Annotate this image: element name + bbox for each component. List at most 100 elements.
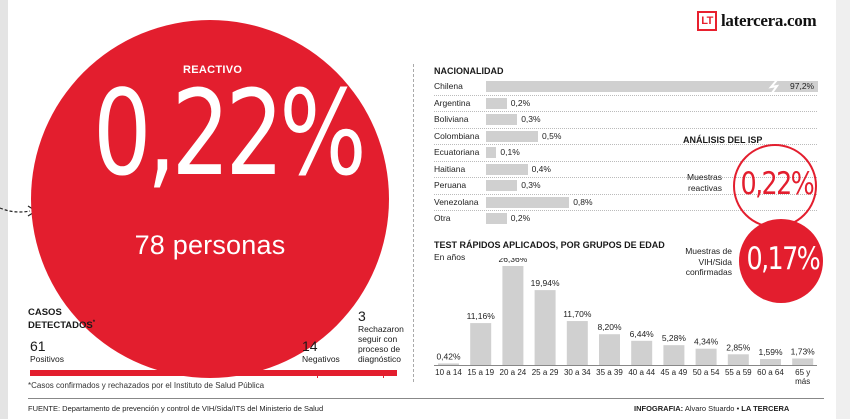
nat-value: 97,2% — [790, 81, 815, 91]
age-tick-label: 20 a 24 — [500, 368, 527, 377]
stat-num: 14 — [302, 338, 318, 354]
bar-divider — [383, 370, 384, 378]
credit-label: INFOGRAFIA: — [634, 404, 684, 413]
age-bar-label: 1,59% — [758, 347, 783, 357]
age-chart-title: TEST RÁPIDOS APLICADOS, POR GRUPOS DE ED… — [434, 240, 665, 250]
nat-separator — [434, 210, 817, 211]
nat-value: 0,5% — [542, 130, 562, 141]
age-bar-label: 5,28% — [662, 333, 687, 343]
nat-bar — [486, 81, 818, 92]
stat-label-line: diagnóstico — [358, 354, 402, 364]
stat-label-line: Rechazaron — [358, 324, 404, 334]
nat-bar — [486, 130, 538, 142]
age-tick-label: 40 a 44 — [628, 368, 655, 377]
headline-people: 78 personas — [134, 230, 286, 260]
nat-separator — [434, 144, 817, 145]
age-tick-label: 55 a 59 — [725, 368, 752, 377]
age-tick-label: 35 a 39 — [596, 368, 623, 377]
nat-row: Haitiana 0,4% — [434, 163, 834, 176]
age-bar — [566, 321, 588, 365]
age-tick-label: más — [795, 377, 810, 386]
age-bar-label: 6,44% — [630, 329, 655, 339]
stat-label: Negativos — [302, 354, 340, 364]
left-edge — [0, 0, 8, 419]
isp-value-confirmadas: 0,17% — [746, 241, 821, 277]
isp-disc — [739, 219, 823, 303]
isp-label-confirmadas: Muestras de VIH/Sida confirmadas — [652, 246, 732, 278]
nat-row: Colombiana 0,5% — [434, 130, 834, 143]
nat-value: 0,2% — [510, 213, 531, 223]
stat-label-line: seguir con — [358, 334, 398, 344]
stat-rechazaron: 3 Rechazaron seguir con proceso de diagn… — [358, 308, 404, 364]
age-bar-label: 11,70% — [563, 309, 592, 319]
age-bar-label: 26,36% — [498, 258, 527, 264]
nat-row: Venezolana 0,8% — [434, 196, 834, 209]
isp-value-reactivas: 0,22% — [740, 166, 815, 202]
casos-title-line2: DETECTADOS — [28, 320, 93, 332]
stat-negativos: 14 Negativos — [302, 338, 340, 364]
age-bar — [760, 359, 781, 365]
isp-label-reactivas: Muestras reactivas — [652, 172, 722, 193]
right-edge — [836, 0, 850, 419]
nat-bar — [486, 163, 528, 175]
age-bar — [470, 323, 492, 365]
age-chart-baseline — [434, 365, 817, 366]
age-bar-label: 0,42% — [436, 351, 461, 361]
age-bar-label: 1,73% — [791, 347, 816, 357]
age-tick-label: 30 a 34 — [564, 368, 591, 377]
age-chart-subtitle: En años — [434, 252, 466, 262]
brand-logo[interactable]: LT latercera.com — [697, 11, 817, 31]
nat-bar — [486, 180, 518, 191]
nat-name: Otra — [434, 213, 451, 223]
credit-sep: • — [736, 404, 740, 413]
casos-title-mark: * — [92, 320, 96, 326]
nat-separator — [434, 193, 817, 195]
nat-value: 0,1% — [500, 147, 520, 157]
casos-title: CASOS DETECTADOS* — [28, 307, 95, 331]
headline-percent: 0,22% — [93, 64, 367, 202]
nat-row: Chilena 97,2% — [434, 80, 834, 93]
age-bar-label: 19,94% — [531, 278, 560, 288]
stat-num: 61 — [30, 338, 46, 354]
casos-footnote: *Casos confirmados y rechazados por el I… — [28, 381, 265, 390]
isp-label-line: confirmadas — [685, 267, 732, 277]
nat-value: 0,8% — [573, 196, 593, 207]
nat-row: Ecuatoriana 0,1% — [434, 146, 834, 159]
isp-label-line: reactivas — [687, 182, 722, 193]
age-tick-label: 50 a 54 — [693, 368, 720, 377]
casos-proportion-bar — [30, 370, 397, 376]
nat-separator — [434, 160, 817, 162]
nat-name: Colombiana — [434, 130, 480, 141]
stat-label: Positivos — [30, 354, 65, 364]
footer-rule — [28, 398, 824, 399]
bar-divider — [317, 370, 318, 378]
nat-separator — [434, 94, 817, 96]
isp-label-line: VIH/Sida — [698, 256, 732, 267]
footer-credit: INFOGRAFIA: Alvaro Stuardo • LA TERCERA — [634, 404, 789, 413]
logo-text: latercera.com — [721, 11, 817, 30]
nat-name: Haitiana — [434, 163, 466, 174]
nat-value: 0,2% — [510, 97, 531, 108]
credit-outlet: LA TERCERA — [741, 404, 790, 413]
nacionalidad-title: NACIONALIDAD — [434, 66, 504, 76]
age-bar-label: 4,34% — [694, 337, 719, 347]
nat-name: Boliviana — [434, 114, 469, 124]
isp-label-line: Muestras de — [685, 246, 732, 256]
isp-label-line: Muestras — [687, 172, 722, 182]
age-bar — [695, 348, 717, 365]
nat-value: 0,4% — [531, 163, 551, 174]
logo-mark: LT — [697, 11, 717, 31]
stat-label-line: proceso de — [358, 344, 401, 354]
nat-row: Argentina 0,2% — [434, 97, 834, 110]
nat-bar — [486, 114, 518, 125]
nat-name: Ecuatoriana — [434, 147, 480, 157]
age-tick-label: 45 a 49 — [661, 368, 688, 377]
age-bar-label: 8,20% — [597, 322, 622, 332]
headline-circle — [31, 20, 389, 378]
stat-positivos: 61 Positivos — [30, 338, 64, 364]
age-tick-label: 60 a 64 — [757, 368, 784, 377]
nat-bar — [486, 196, 570, 208]
nat-name: Venezolana — [434, 196, 479, 207]
nat-bar — [486, 147, 497, 158]
